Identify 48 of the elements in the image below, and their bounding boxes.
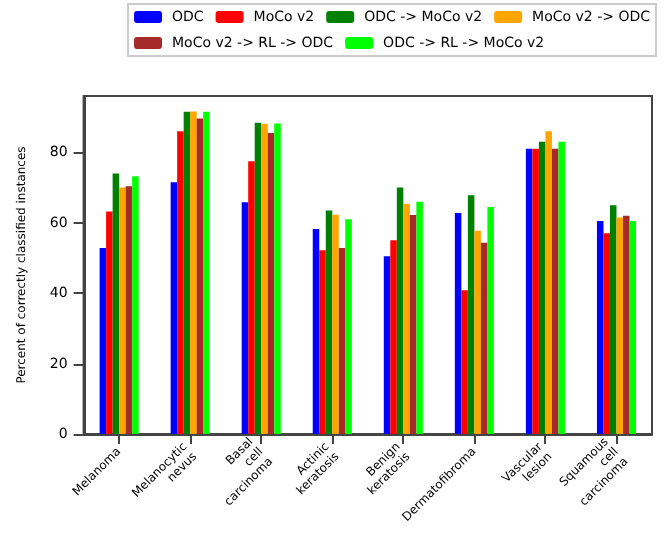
bar — [241, 202, 249, 434]
bar — [461, 290, 468, 434]
bar — [312, 229, 320, 434]
bar — [319, 250, 326, 434]
bar — [248, 161, 255, 434]
bar — [409, 215, 417, 434]
bar — [603, 233, 610, 434]
bar — [119, 187, 126, 434]
bar — [454, 212, 462, 434]
bar — [125, 186, 133, 434]
bar — [261, 123, 268, 434]
bar — [609, 205, 617, 434]
bar — [338, 248, 346, 434]
bar — [390, 240, 397, 434]
bar — [112, 173, 120, 434]
bar — [203, 111, 210, 434]
bar — [170, 182, 178, 434]
bar — [99, 248, 107, 434]
bar — [177, 131, 184, 434]
bar — [396, 187, 404, 434]
bar — [190, 111, 197, 434]
bar — [183, 111, 191, 434]
bar — [345, 219, 352, 434]
bar — [545, 131, 552, 434]
bar — [254, 122, 262, 434]
bar — [132, 176, 139, 434]
bar — [267, 132, 275, 434]
bar — [467, 195, 475, 434]
bar — [538, 141, 546, 434]
bar — [106, 211, 113, 434]
bar — [196, 118, 204, 434]
bar — [629, 220, 637, 434]
bar — [616, 217, 623, 434]
bar — [332, 214, 339, 434]
bar — [551, 148, 559, 434]
bar — [532, 148, 539, 434]
bar — [474, 230, 481, 434]
bar — [274, 123, 281, 434]
bar — [416, 201, 423, 434]
bar — [480, 242, 488, 434]
bar — [487, 206, 494, 434]
bar — [325, 210, 333, 434]
bar — [525, 148, 533, 434]
bar — [596, 220, 604, 434]
bar — [383, 256, 391, 434]
bar — [403, 203, 410, 434]
bar — [622, 215, 630, 434]
bar — [558, 141, 565, 434]
